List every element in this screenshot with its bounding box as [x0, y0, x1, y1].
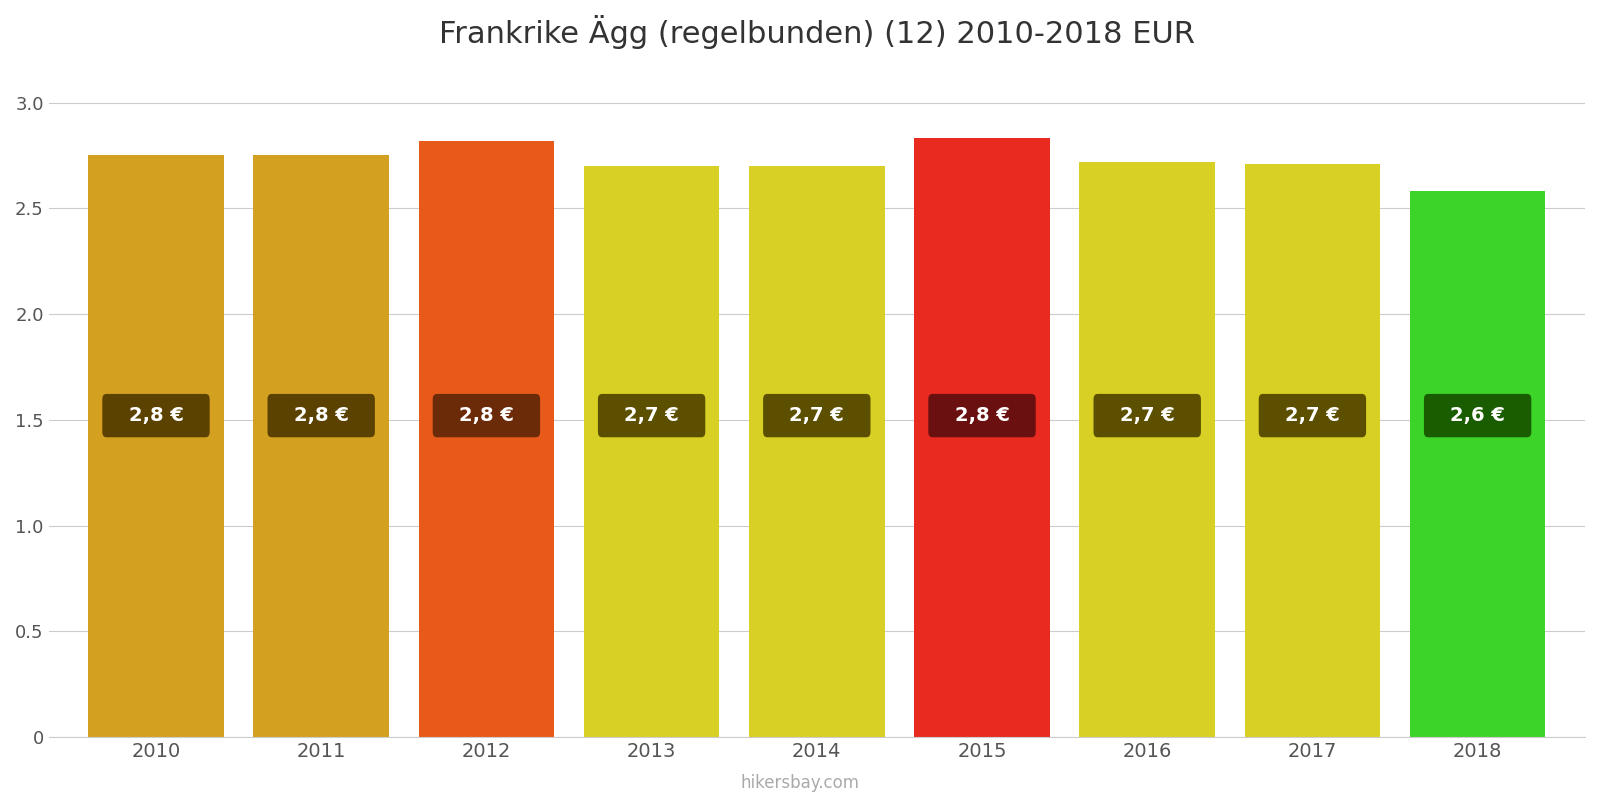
Text: 2,7 €: 2,7 € — [1120, 406, 1174, 425]
Bar — [749, 166, 885, 737]
Text: 2,7 €: 2,7 € — [624, 406, 678, 425]
FancyBboxPatch shape — [763, 394, 870, 438]
FancyBboxPatch shape — [1424, 394, 1531, 438]
FancyBboxPatch shape — [1093, 394, 1202, 438]
Bar — [419, 141, 554, 737]
FancyBboxPatch shape — [1259, 394, 1366, 438]
Text: 2,6 €: 2,6 € — [1450, 406, 1506, 425]
Text: 2,8 €: 2,8 € — [294, 406, 349, 425]
Title: Frankrike Ägg (regelbunden) (12) 2010-2018 EUR: Frankrike Ägg (regelbunden) (12) 2010-20… — [438, 15, 1195, 49]
Text: 2,8 €: 2,8 € — [459, 406, 514, 425]
Bar — [1245, 164, 1381, 737]
FancyBboxPatch shape — [598, 394, 706, 438]
FancyBboxPatch shape — [432, 394, 541, 438]
Bar — [1410, 191, 1546, 737]
Text: hikersbay.com: hikersbay.com — [741, 774, 859, 792]
Text: 2,8 €: 2,8 € — [955, 406, 1010, 425]
Text: 2,7 €: 2,7 € — [1285, 406, 1339, 425]
Bar — [88, 155, 224, 737]
FancyBboxPatch shape — [102, 394, 210, 438]
Bar — [584, 166, 720, 737]
Bar — [914, 138, 1050, 737]
Text: 2,7 €: 2,7 € — [789, 406, 845, 425]
Text: 2,8 €: 2,8 € — [128, 406, 184, 425]
FancyBboxPatch shape — [928, 394, 1035, 438]
FancyBboxPatch shape — [267, 394, 374, 438]
Bar — [1080, 162, 1214, 737]
Bar — [253, 155, 389, 737]
